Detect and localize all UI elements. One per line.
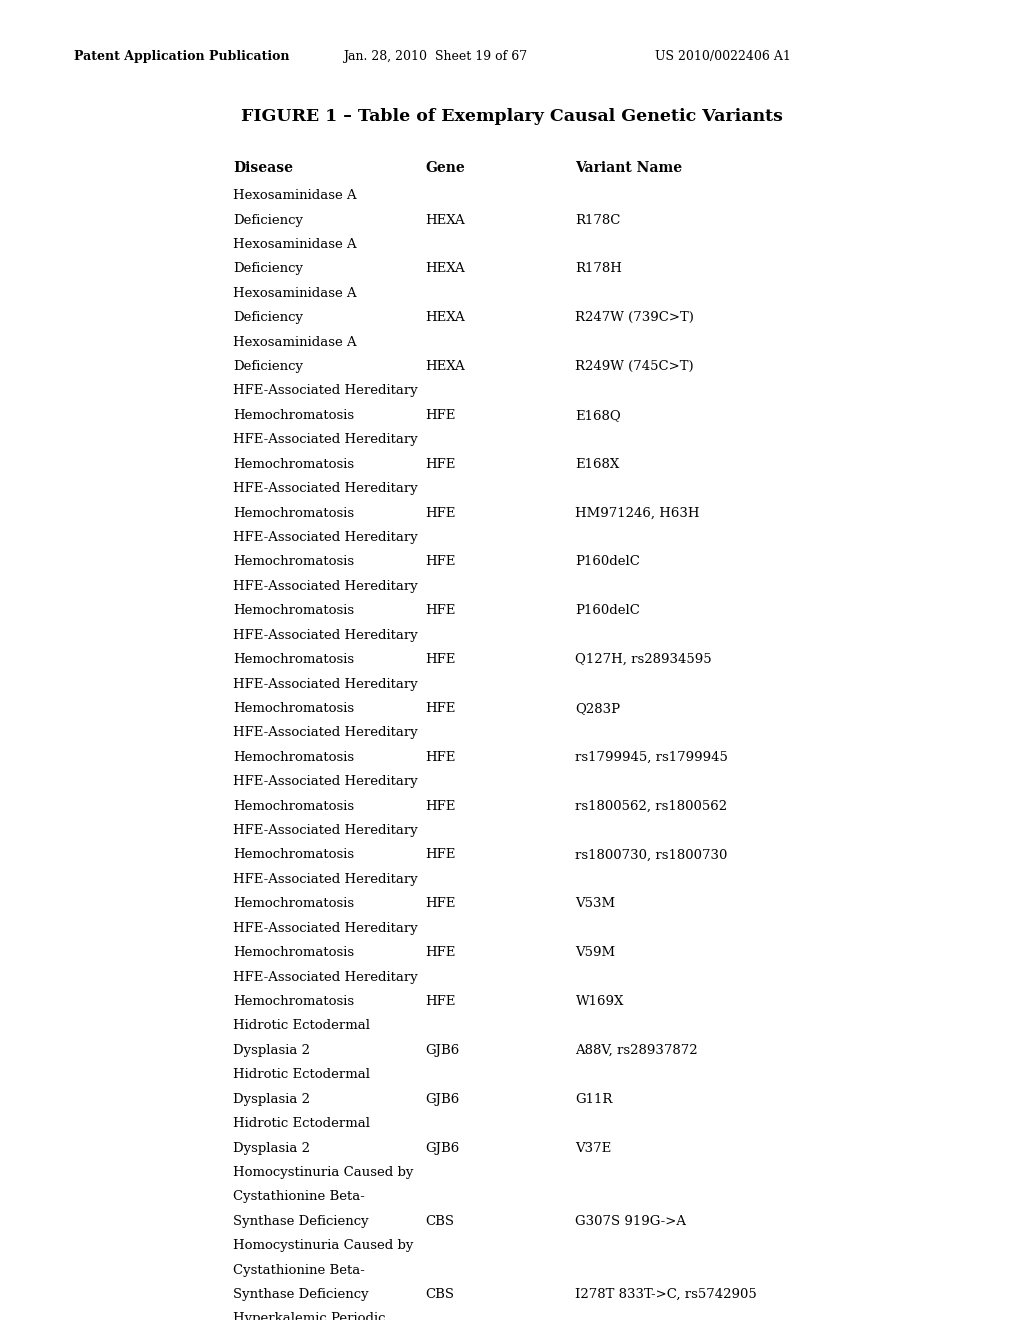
Text: Gene: Gene xyxy=(425,161,465,176)
Text: HFE-Associated Hereditary: HFE-Associated Hereditary xyxy=(233,384,418,397)
Text: G307S 919G->A: G307S 919G->A xyxy=(575,1214,686,1228)
Text: Jan. 28, 2010  Sheet 19 of 67: Jan. 28, 2010 Sheet 19 of 67 xyxy=(343,50,527,63)
Text: HFE-Associated Hereditary: HFE-Associated Hereditary xyxy=(233,970,418,983)
Text: Patent Application Publication: Patent Application Publication xyxy=(74,50,289,63)
Text: HFE: HFE xyxy=(425,507,456,520)
Text: Hemochromatosis: Hemochromatosis xyxy=(233,751,354,764)
Text: Q127H, rs28934595: Q127H, rs28934595 xyxy=(575,653,712,667)
Text: W169X: W169X xyxy=(575,995,624,1008)
Text: Hemochromatosis: Hemochromatosis xyxy=(233,702,354,715)
Text: Cystathionine Beta-: Cystathionine Beta- xyxy=(233,1263,366,1276)
Text: GJB6: GJB6 xyxy=(425,1093,459,1106)
Text: Homocystinuria Caused by: Homocystinuria Caused by xyxy=(233,1239,414,1253)
Text: HFE-Associated Hereditary: HFE-Associated Hereditary xyxy=(233,531,418,544)
Text: HFE: HFE xyxy=(425,409,456,422)
Text: Homocystinuria Caused by: Homocystinuria Caused by xyxy=(233,1166,414,1179)
Text: A88V, rs28937872: A88V, rs28937872 xyxy=(575,1044,698,1057)
Text: Hidrotic Ectodermal: Hidrotic Ectodermal xyxy=(233,1068,371,1081)
Text: Dysplasia 2: Dysplasia 2 xyxy=(233,1142,310,1155)
Text: Deficiency: Deficiency xyxy=(233,214,303,227)
Text: Hexosaminidase A: Hexosaminidase A xyxy=(233,189,357,202)
Text: I278T 833T->C, rs5742905: I278T 833T->C, rs5742905 xyxy=(575,1288,757,1302)
Text: P160delC: P160delC xyxy=(575,556,640,569)
Text: FIGURE 1 – Table of Exemplary Causal Genetic Variants: FIGURE 1 – Table of Exemplary Causal Gen… xyxy=(241,108,783,125)
Text: Dysplasia 2: Dysplasia 2 xyxy=(233,1044,310,1057)
Text: HFE: HFE xyxy=(425,702,456,715)
Text: Variant Name: Variant Name xyxy=(575,161,683,176)
Text: Dysplasia 2: Dysplasia 2 xyxy=(233,1093,310,1106)
Text: HFE: HFE xyxy=(425,653,456,667)
Text: Q283P: Q283P xyxy=(575,702,621,715)
Text: HEXA: HEXA xyxy=(425,360,465,374)
Text: R247W (739C>T): R247W (739C>T) xyxy=(575,312,694,325)
Text: G11R: G11R xyxy=(575,1093,612,1106)
Text: Hemochromatosis: Hemochromatosis xyxy=(233,898,354,911)
Text: HFE: HFE xyxy=(425,458,456,471)
Text: HFE-Associated Hereditary: HFE-Associated Hereditary xyxy=(233,433,418,446)
Text: Hemochromatosis: Hemochromatosis xyxy=(233,946,354,960)
Text: V53M: V53M xyxy=(575,898,615,911)
Text: Hemochromatosis: Hemochromatosis xyxy=(233,556,354,569)
Text: Synthase Deficiency: Synthase Deficiency xyxy=(233,1288,369,1302)
Text: Hexosaminidase A: Hexosaminidase A xyxy=(233,286,357,300)
Text: Deficiency: Deficiency xyxy=(233,312,303,325)
Text: Hemochromatosis: Hemochromatosis xyxy=(233,653,354,667)
Text: Hemochromatosis: Hemochromatosis xyxy=(233,458,354,471)
Text: rs1800562, rs1800562: rs1800562, rs1800562 xyxy=(575,800,728,813)
Text: Hemochromatosis: Hemochromatosis xyxy=(233,800,354,813)
Text: HFE-Associated Hereditary: HFE-Associated Hereditary xyxy=(233,677,418,690)
Text: V37E: V37E xyxy=(575,1142,611,1155)
Text: Synthase Deficiency: Synthase Deficiency xyxy=(233,1214,369,1228)
Text: HFE: HFE xyxy=(425,800,456,813)
Text: GJB6: GJB6 xyxy=(425,1044,459,1057)
Text: Hidrotic Ectodermal: Hidrotic Ectodermal xyxy=(233,1117,371,1130)
Text: Hemochromatosis: Hemochromatosis xyxy=(233,995,354,1008)
Text: E168X: E168X xyxy=(575,458,620,471)
Text: Hemochromatosis: Hemochromatosis xyxy=(233,409,354,422)
Text: HFE-Associated Hereditary: HFE-Associated Hereditary xyxy=(233,873,418,886)
Text: HFE-Associated Hereditary: HFE-Associated Hereditary xyxy=(233,775,418,788)
Text: HFE-Associated Hereditary: HFE-Associated Hereditary xyxy=(233,824,418,837)
Text: HFE: HFE xyxy=(425,898,456,911)
Text: HEXA: HEXA xyxy=(425,312,465,325)
Text: Hemochromatosis: Hemochromatosis xyxy=(233,605,354,618)
Text: E168Q: E168Q xyxy=(575,409,622,422)
Text: HEXA: HEXA xyxy=(425,263,465,276)
Text: CBS: CBS xyxy=(425,1214,454,1228)
Text: Hyperkalemic Periodic: Hyperkalemic Periodic xyxy=(233,1312,386,1320)
Text: HFE: HFE xyxy=(425,849,456,862)
Text: rs1799945, rs1799945: rs1799945, rs1799945 xyxy=(575,751,728,764)
Text: R249W (745C>T): R249W (745C>T) xyxy=(575,360,694,374)
Text: HEXA: HEXA xyxy=(425,214,465,227)
Text: HFE-Associated Hereditary: HFE-Associated Hereditary xyxy=(233,579,418,593)
Text: HFE: HFE xyxy=(425,995,456,1008)
Text: R178C: R178C xyxy=(575,214,621,227)
Text: CBS: CBS xyxy=(425,1288,454,1302)
Text: Deficiency: Deficiency xyxy=(233,360,303,374)
Text: Hemochromatosis: Hemochromatosis xyxy=(233,849,354,862)
Text: US 2010/0022406 A1: US 2010/0022406 A1 xyxy=(655,50,792,63)
Text: Disease: Disease xyxy=(233,161,294,176)
Text: HFE: HFE xyxy=(425,946,456,960)
Text: Hemochromatosis: Hemochromatosis xyxy=(233,507,354,520)
Text: HFE: HFE xyxy=(425,605,456,618)
Text: P160delC: P160delC xyxy=(575,605,640,618)
Text: HFE: HFE xyxy=(425,751,456,764)
Text: rs1800730, rs1800730: rs1800730, rs1800730 xyxy=(575,849,728,862)
Text: HFE-Associated Hereditary: HFE-Associated Hereditary xyxy=(233,482,418,495)
Text: GJB6: GJB6 xyxy=(425,1142,459,1155)
Text: Deficiency: Deficiency xyxy=(233,263,303,276)
Text: Hexosaminidase A: Hexosaminidase A xyxy=(233,238,357,251)
Text: Hidrotic Ectodermal: Hidrotic Ectodermal xyxy=(233,1019,371,1032)
Text: HFE: HFE xyxy=(425,556,456,569)
Text: Hexosaminidase A: Hexosaminidase A xyxy=(233,335,357,348)
Text: R178H: R178H xyxy=(575,263,623,276)
Text: V59M: V59M xyxy=(575,946,615,960)
Text: Cystathionine Beta-: Cystathionine Beta- xyxy=(233,1191,366,1204)
Text: HM971246, H63H: HM971246, H63H xyxy=(575,507,700,520)
Text: HFE-Associated Hereditary: HFE-Associated Hereditary xyxy=(233,628,418,642)
Text: HFE-Associated Hereditary: HFE-Associated Hereditary xyxy=(233,726,418,739)
Text: HFE-Associated Hereditary: HFE-Associated Hereditary xyxy=(233,921,418,935)
